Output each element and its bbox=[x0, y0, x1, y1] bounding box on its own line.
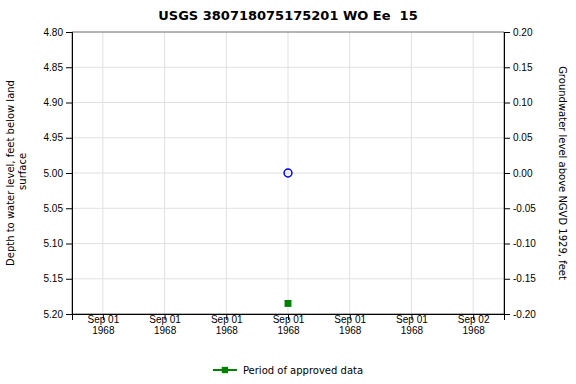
grid-line bbox=[349, 32, 350, 314]
y-tick-label: 5.00 bbox=[44, 168, 64, 179]
legend-label: Period of approved data bbox=[243, 365, 363, 376]
y-tick-label: 4.95 bbox=[44, 132, 64, 143]
x-tick-label: Sep 011968 bbox=[88, 314, 120, 336]
y-tick-label: 5.20 bbox=[44, 309, 64, 320]
point bbox=[284, 169, 292, 177]
y-tick-mark bbox=[66, 67, 72, 68]
y-tick: 5.05 bbox=[44, 203, 72, 214]
grid-line bbox=[473, 32, 474, 314]
y2-tick-label: 0.15 bbox=[513, 62, 533, 73]
y-axis-line bbox=[66, 33, 73, 315]
title: USGS 380718075175201 WO Ee 15 bbox=[158, 8, 417, 23]
plot-frame bbox=[72, 32, 504, 314]
y2-tick-label: -0.20 bbox=[513, 309, 536, 320]
legend-marker bbox=[222, 367, 228, 373]
y-tick-label: 5.05 bbox=[44, 203, 64, 214]
x-tick: Sep 011968 bbox=[396, 314, 428, 336]
series bbox=[284, 169, 292, 177]
y-tick: 5.20 bbox=[44, 309, 72, 320]
y2-tick: 0.00 bbox=[504, 168, 533, 179]
y-tick: 5.00 bbox=[44, 168, 72, 179]
y-tick-mark bbox=[66, 208, 72, 209]
y2-tick-label: 0.00 bbox=[513, 168, 533, 179]
grid bbox=[72, 32, 504, 314]
y2-axis: 0.20 0.15 0.10 0.05 0.00 -0.05 -0.10 -0.15 -0.20 bbox=[504, 27, 536, 320]
y2-tick-label: -0.05 bbox=[513, 203, 536, 214]
series bbox=[285, 300, 292, 307]
y-tick: 4.90 bbox=[44, 97, 72, 108]
y-tick-label: 4.90 bbox=[44, 97, 64, 108]
y2-tick-label: -0.10 bbox=[513, 238, 536, 249]
x-tick-label: Sep 011968 bbox=[334, 314, 366, 336]
x-tick: Sep 021968 bbox=[458, 314, 490, 336]
y2-tick-mark bbox=[504, 173, 510, 174]
x-tick-label: Sep 011968 bbox=[211, 314, 243, 336]
y-tick-label: 4.80 bbox=[44, 27, 64, 38]
y2-tick-label: 0.20 bbox=[513, 27, 533, 38]
y2-tick: 0.20 bbox=[504, 27, 533, 38]
x-tick-label: Sep 011968 bbox=[273, 314, 305, 336]
y-tick: 5.15 bbox=[44, 273, 72, 284]
grid-line bbox=[164, 32, 165, 314]
y2-tick-mark bbox=[504, 103, 510, 104]
y-tick-mark bbox=[66, 173, 72, 174]
y2-tick: -0.10 bbox=[504, 238, 536, 249]
legend: Period of approved data bbox=[213, 365, 363, 376]
x-tick: Sep 011968 bbox=[334, 314, 366, 336]
y-tick-label: 4.85 bbox=[44, 62, 64, 73]
y2-axis-line bbox=[505, 33, 511, 315]
y2-tick-mark bbox=[504, 279, 510, 280]
y-tick: 4.95 bbox=[44, 132, 72, 143]
y2-tick: 0.05 bbox=[504, 132, 533, 143]
y-tick-label: 5.15 bbox=[44, 273, 64, 284]
x-tick-label: Sep 011968 bbox=[149, 314, 181, 336]
y2-tick-mark bbox=[504, 32, 510, 33]
y-tick: 4.80 bbox=[44, 27, 72, 38]
x-tick-label: Sep 011968 bbox=[396, 314, 428, 336]
x-tick: Sep 011968 bbox=[273, 314, 305, 336]
y2-tick-label: -0.15 bbox=[513, 273, 536, 284]
x-tick-label: Sep 021968 bbox=[458, 314, 490, 336]
y2-tick-mark bbox=[504, 244, 510, 245]
grid-line bbox=[102, 32, 103, 314]
y-tick: 4.85 bbox=[44, 62, 72, 73]
y-tick-mark bbox=[66, 314, 72, 315]
y2-tick: -0.20 bbox=[504, 309, 536, 320]
x-tick: Sep 011968 bbox=[88, 314, 120, 336]
y-tick-label: 5.10 bbox=[44, 238, 64, 249]
x-axis: Sep 011968 Sep 011968 Sep 011968 Sep 011968… bbox=[73, 314, 505, 336]
plot: Sep 011968 Sep 011968 Sep 011968 Sep 011968… bbox=[5, 27, 568, 336]
y2-tick: 0.15 bbox=[504, 62, 533, 73]
y2-tick-label: 0.10 bbox=[513, 97, 533, 108]
y2-tick-mark bbox=[504, 138, 510, 139]
y2-tick-mark bbox=[504, 67, 510, 68]
y-tick-mark bbox=[66, 32, 72, 33]
y2-tick-label: 0.05 bbox=[513, 132, 533, 143]
marks bbox=[284, 169, 292, 307]
y2-tick-mark bbox=[504, 314, 510, 315]
y-tick-mark bbox=[66, 103, 72, 104]
y2-tick: -0.15 bbox=[504, 273, 536, 284]
chart: Sep 011968 Sep 011968 Sep 011968 Sep 011968… bbox=[0, 0, 576, 384]
y2-tick-mark bbox=[504, 208, 510, 209]
y2-axis-label: Groundwater level above NGVD 1929, feet bbox=[557, 66, 568, 280]
y2-tick: -0.05 bbox=[504, 203, 536, 214]
y2-tick: 0.10 bbox=[504, 97, 533, 108]
y-tick: 5.10 bbox=[44, 238, 72, 249]
x-tick: Sep 011968 bbox=[149, 314, 181, 336]
y-axis-label: Depth to water level, feet below land su… bbox=[5, 80, 28, 266]
y-axis: 4.80 4.85 4.90 4.95 5.00 5.05 5.10 5.15 5.20 bbox=[44, 27, 73, 320]
legend-item: Period of approved data bbox=[213, 365, 363, 376]
grid-line bbox=[288, 32, 289, 314]
grid-line bbox=[226, 32, 227, 314]
x-tick: Sep 011968 bbox=[211, 314, 243, 336]
y-tick-mark bbox=[66, 279, 72, 280]
point bbox=[285, 300, 292, 307]
grid-line bbox=[411, 32, 412, 314]
y-tick-mark bbox=[66, 138, 72, 139]
y-tick-mark bbox=[66, 244, 72, 245]
